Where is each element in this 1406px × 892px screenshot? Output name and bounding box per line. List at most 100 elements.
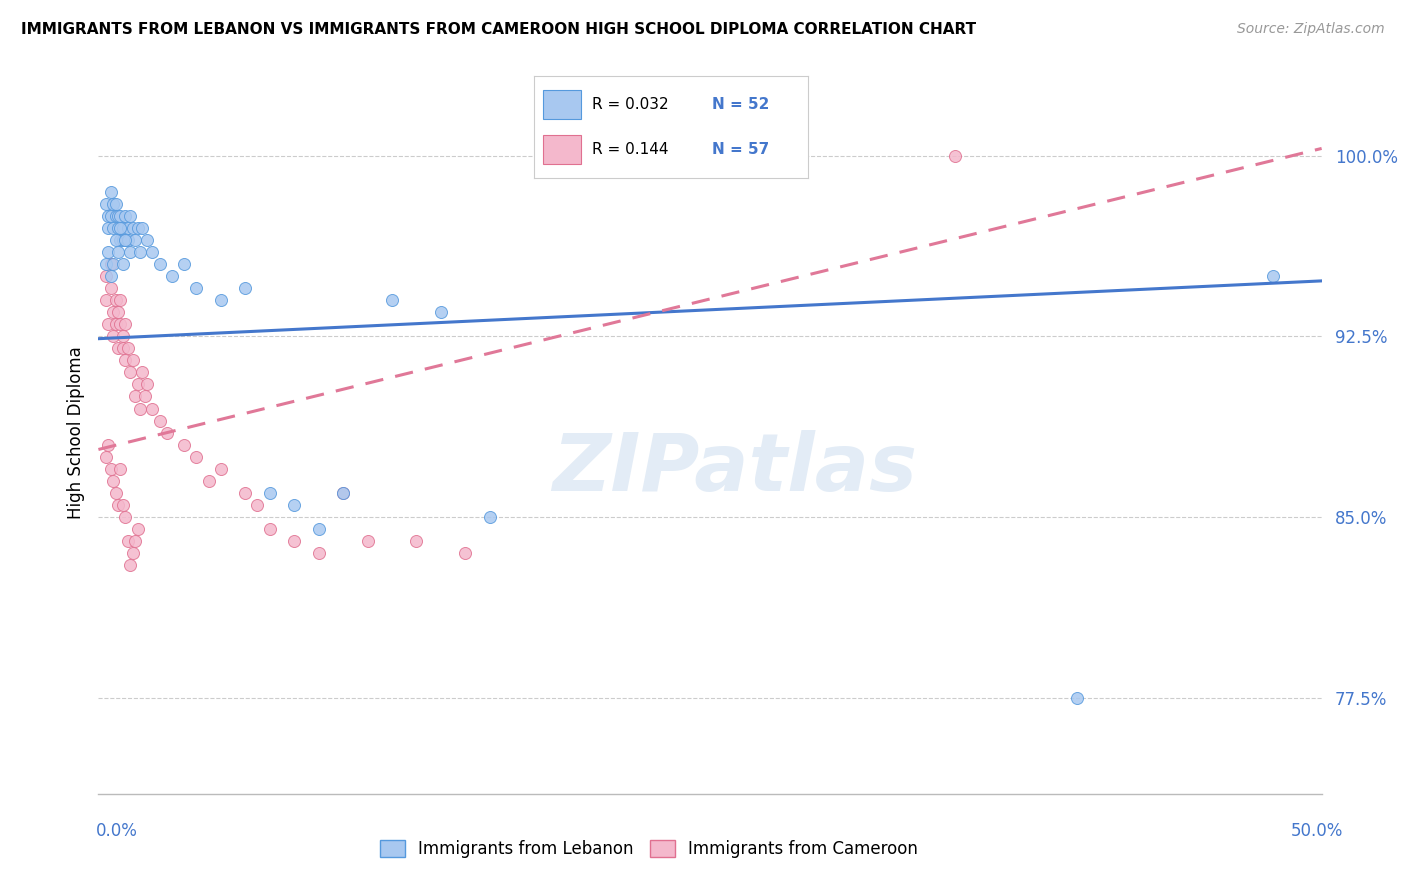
Point (117, 233, 139, 247)
Point (381, 293, 404, 307)
Point (107, 220, 129, 235)
Point (97, 220, 120, 235)
Point (110, 220, 132, 235)
Point (114, 233, 136, 247)
Point (111, 257, 134, 271)
Point (110, 233, 132, 247)
Point (356, 533, 378, 548)
Point (233, 281, 256, 295)
Point (1066, 690, 1088, 705)
Point (173, 257, 195, 271)
Point (121, 546, 143, 560)
Point (97, 437, 120, 451)
Point (131, 365, 153, 379)
Point (97, 209, 120, 223)
Y-axis label: High School Diploma: High School Diploma (66, 346, 84, 519)
Point (110, 461, 132, 475)
Point (129, 401, 152, 416)
Point (97, 244, 120, 259)
Point (134, 389, 156, 403)
Point (120, 244, 142, 259)
Point (197, 474, 219, 488)
Point (100, 461, 122, 475)
Point (97, 317, 120, 331)
Point (101, 329, 124, 343)
Point (114, 509, 136, 524)
Point (117, 220, 139, 235)
Point (120, 365, 142, 379)
Point (124, 233, 146, 247)
Point (209, 461, 232, 475)
Point (107, 305, 129, 319)
Point (101, 196, 124, 211)
Point (127, 377, 149, 392)
Point (120, 558, 142, 572)
Point (141, 244, 163, 259)
Point (111, 341, 134, 355)
Point (160, 268, 183, 283)
Point (110, 293, 132, 307)
Point (121, 353, 143, 368)
Point (104, 485, 127, 500)
Point (100, 257, 122, 271)
Point (107, 341, 129, 355)
Text: ZIPatlas: ZIPatlas (553, 430, 917, 508)
Point (107, 498, 129, 512)
FancyBboxPatch shape (543, 90, 581, 119)
Point (107, 209, 129, 223)
Point (114, 233, 136, 247)
Text: N = 52: N = 52 (713, 97, 770, 112)
Point (308, 522, 330, 536)
Point (405, 533, 427, 548)
Point (124, 389, 146, 403)
Point (100, 209, 122, 223)
Text: IMMIGRANTS FROM LEBANON VS IMMIGRANTS FROM CAMEROON HIGH SCHOOL DIPLOMA CORRELAT: IMMIGRANTS FROM LEBANON VS IMMIGRANTS FR… (21, 22, 976, 37)
Text: N = 57: N = 57 (713, 142, 769, 157)
Point (94, 293, 117, 307)
Point (117, 341, 139, 355)
Point (111, 498, 134, 512)
Point (104, 293, 127, 307)
Text: Source: ZipAtlas.com: Source: ZipAtlas.com (1237, 22, 1385, 37)
Point (246, 498, 269, 512)
Point (332, 485, 354, 500)
Text: R = 0.032: R = 0.032 (592, 97, 668, 112)
Point (120, 209, 142, 223)
Text: 50.0%: 50.0% (1291, 822, 1343, 840)
Point (136, 233, 159, 247)
Point (101, 220, 124, 235)
Point (101, 305, 124, 319)
Point (454, 546, 477, 560)
Point (259, 522, 281, 536)
Point (149, 413, 172, 427)
Point (107, 244, 129, 259)
Point (100, 268, 122, 283)
Point (141, 401, 163, 416)
Point (149, 257, 172, 271)
Point (111, 233, 134, 247)
Point (186, 281, 208, 295)
Point (332, 485, 354, 500)
Point (124, 533, 146, 548)
Point (1261, 268, 1284, 283)
Point (104, 233, 127, 247)
Point (259, 485, 281, 500)
Point (110, 209, 132, 223)
Point (209, 293, 232, 307)
Point (104, 317, 127, 331)
Point (127, 220, 149, 235)
FancyBboxPatch shape (543, 136, 581, 164)
Point (233, 485, 256, 500)
Point (114, 317, 136, 331)
Point (308, 546, 330, 560)
Point (114, 353, 136, 368)
Point (100, 281, 122, 295)
Point (186, 450, 208, 464)
Point (156, 425, 179, 440)
Point (283, 498, 305, 512)
Point (94, 257, 117, 271)
Point (117, 533, 139, 548)
Point (129, 244, 152, 259)
Point (478, 509, 501, 524)
Point (173, 437, 195, 451)
